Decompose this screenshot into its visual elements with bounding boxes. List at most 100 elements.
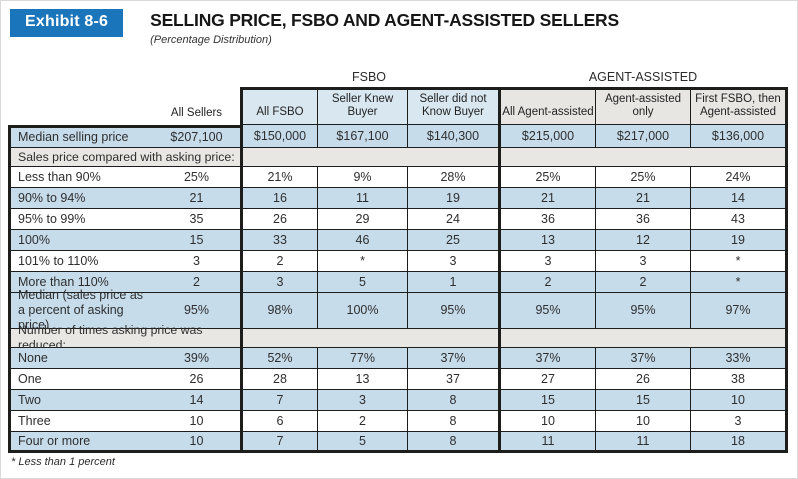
cell-value: 26 — [240, 209, 317, 230]
cell-value: 12 — [595, 230, 690, 251]
col-header-all-sellers: All Sellers — [170, 107, 223, 120]
cell-value: 5 — [317, 272, 407, 293]
cell-value: 8 — [407, 432, 498, 453]
cell-value: 97% — [690, 293, 788, 329]
cell-value: 19 — [690, 230, 788, 251]
cell-value: 21 — [153, 188, 240, 209]
cell-value: 11 — [498, 432, 595, 453]
cell-value: 11 — [595, 432, 690, 453]
row-label: 95% to 99% — [8, 209, 153, 230]
col-header-first-fsbo-then-agent: First FSBO, then Agent-assisted — [690, 87, 788, 125]
cell-value: 3 — [317, 390, 407, 411]
table-body: Median selling price $207,100 $150,000 $167… — [8, 125, 788, 453]
cell-value: 2 — [317, 411, 407, 432]
cell-value: 37% — [407, 348, 498, 369]
cell-value: 14 — [153, 390, 240, 411]
cell-value: 36 — [498, 209, 595, 230]
cell-value: 8 — [407, 411, 498, 432]
cell-value: 15 — [498, 390, 595, 411]
cell-value: 100% — [317, 293, 407, 329]
cell-value: $140,300 — [407, 125, 498, 148]
table-row: 100% 15 33 46 25 13 12 19 — [8, 230, 788, 251]
cell-value: 52% — [240, 348, 317, 369]
table-row: One 26 28 13 37 27 26 38 — [8, 369, 788, 390]
exhibit-header: Exhibit 8-6 SELLING PRICE, FSBO AND AGEN… — [0, 0, 798, 46]
section-header-row: Number of times asking price was reduced… — [8, 323, 788, 352]
cell-value: 28 — [240, 369, 317, 390]
section-fill — [240, 329, 498, 348]
cell-value: 27 — [498, 369, 595, 390]
cell-value: 25% — [595, 167, 690, 188]
row-label: Four or more — [8, 432, 153, 453]
table-row: Median (sales price as a percent of aski… — [8, 288, 788, 332]
cell-value: 95% — [498, 293, 595, 329]
table-row: Three 10 6 2 8 10 10 3 — [8, 411, 788, 432]
cell-value: 10 — [153, 411, 240, 432]
col-header-seller-did-not-know-buyer: Seller did not Know Buyer — [407, 87, 498, 125]
cell-value: 3 — [595, 251, 690, 272]
cell-value: 33 — [240, 230, 317, 251]
cell-value: 9% — [317, 167, 407, 188]
cell-value: 10 — [595, 411, 690, 432]
cell-value: 25 — [407, 230, 498, 251]
cell-value: 8 — [407, 390, 498, 411]
cell-value: 33% — [690, 348, 788, 369]
cell-value: 3 — [498, 251, 595, 272]
cell-value: 3 — [240, 272, 317, 293]
cell-value: 21 — [595, 188, 690, 209]
cell-value: * — [690, 272, 788, 293]
group-header-spacer — [8, 66, 240, 87]
cell-value: 37% — [595, 348, 690, 369]
cell-value: 21% — [240, 167, 317, 188]
cell-value: 19 — [407, 188, 498, 209]
cell-value: * — [690, 251, 788, 272]
cell-value: 95% — [153, 293, 240, 329]
table-row: 90% to 94% 21 16 11 19 21 21 14 — [8, 188, 788, 209]
row-label: None — [8, 348, 153, 369]
table-row: 101% to 110% 3 2 * 3 3 3 * — [8, 251, 788, 272]
cell-value: 38 — [690, 369, 788, 390]
row-label: 100% — [8, 230, 153, 251]
table-row: Two 14 7 3 8 15 15 10 — [8, 390, 788, 411]
col-header-all-agent-assisted: All Agent-assisted — [498, 87, 595, 125]
table-row: Median selling price $207,100 $150,000 $167… — [8, 125, 788, 148]
exhibit-badge: Exhibit 8-6 — [10, 9, 124, 37]
cell-value: 39% — [153, 348, 240, 369]
group-header-row: FSBO AGENT-ASSISTED — [8, 66, 788, 87]
row-label: 101% to 110% — [8, 251, 153, 272]
cell-value: 25% — [498, 167, 595, 188]
table-row: Four or more 10 7 5 8 11 11 18 — [8, 432, 788, 453]
cell-value: 15 — [153, 230, 240, 251]
cell-value: 43 — [690, 209, 788, 230]
row-label: Less than 90% — [8, 167, 153, 188]
cell-value: 77% — [317, 348, 407, 369]
cell-value: 24 — [407, 209, 498, 230]
page-subtitle: (Percentage Distribution) — [150, 34, 272, 46]
cell-value: 10 — [153, 432, 240, 453]
row-label: More than 110% — [8, 272, 153, 293]
cell-value: 3 — [690, 411, 788, 432]
footnote: * Less than 1 percent — [11, 456, 115, 468]
agent-group-label: AGENT-ASSISTED — [588, 70, 698, 84]
cell-value: 2 — [240, 251, 317, 272]
cell-value: $217,000 — [595, 125, 690, 148]
table-row: 95% to 99% 35 26 29 24 36 36 43 — [8, 209, 788, 230]
cell-value: 14 — [690, 188, 788, 209]
section-label: Number of times asking price was reduced… — [8, 323, 240, 352]
data-table: FSBO AGENT-ASSISTED All Sellers All FSBO… — [8, 66, 788, 453]
cell-value: 11 — [317, 188, 407, 209]
cell-value: 10 — [498, 411, 595, 432]
cell-value: 35 — [153, 209, 240, 230]
cell-value: 5 — [317, 432, 407, 453]
column-header-spacer — [8, 87, 153, 125]
cell-value: 7 — [240, 390, 317, 411]
section-fill — [498, 148, 788, 167]
section-header-row: Sales price compared with asking price: — [8, 148, 788, 167]
cell-value: 95% — [595, 293, 690, 329]
cell-value: * — [317, 251, 407, 272]
column-header-row: All Sellers All FSBO Seller Knew Buyer S… — [8, 87, 788, 125]
cell-value: 3 — [153, 251, 240, 272]
row-label: 90% to 94% — [8, 188, 153, 209]
cell-value: 24% — [690, 167, 788, 188]
cell-value: $215,000 — [498, 125, 595, 148]
